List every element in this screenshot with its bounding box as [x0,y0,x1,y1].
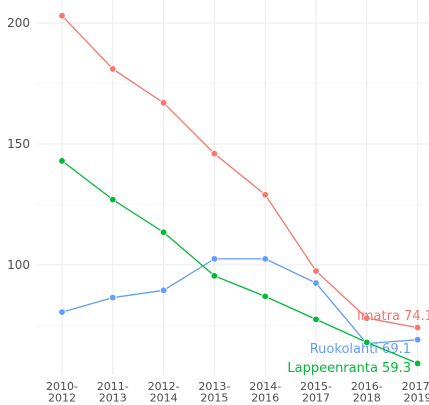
point [159,99,168,107]
point [210,255,219,263]
point [312,267,320,275]
series-end-label: Imatra 74.1 [357,309,429,324]
point [109,65,117,73]
y-tick-label: 150 [7,137,30,151]
x-tick-label: 2011-2013 [97,380,129,405]
x-tick-label: 2016-2018 [351,380,383,405]
point [109,293,117,302]
series-line [61,160,418,364]
point [363,338,371,347]
series-end-label: Lappeenranta 59.3 [287,361,411,376]
x-tick-label: 2017-2019 [402,380,429,405]
point [312,279,320,287]
point [58,308,66,316]
point [159,228,168,236]
x-tick-label: 2012-2014 [148,380,180,405]
point [261,292,269,301]
point [413,359,422,368]
point [210,272,219,280]
x-tick-label: 2013-2015 [198,380,230,405]
series-line [61,258,418,345]
x-tick-label: 2015-2017 [300,380,332,405]
point [261,255,269,263]
series-line [61,15,418,329]
y-tick-label: 200 [7,16,30,30]
series-end-label: Ruokolahti 69.1 [310,342,411,357]
point [363,314,371,322]
x-tick-label: 2010-2012 [46,380,78,405]
x-tick-label: 2014-2016 [249,380,281,405]
point [58,12,66,20]
point [312,315,320,324]
y-tick-label: 100 [7,258,30,272]
point [210,149,219,158]
point [261,191,269,199]
point [413,323,422,332]
point [58,157,66,165]
point [159,286,168,295]
point [109,195,117,204]
point [413,335,422,344]
